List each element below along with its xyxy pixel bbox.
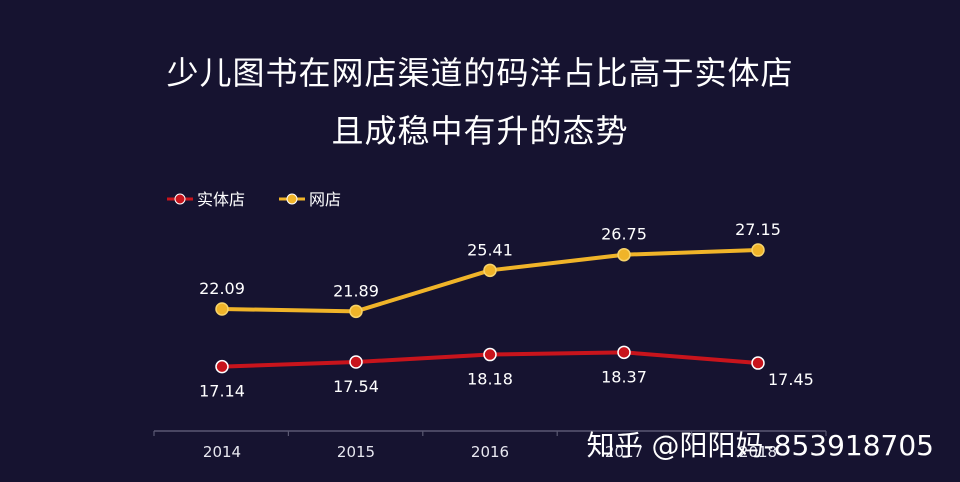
watermark: 知乎 @阳阳妈-853918705 [586,429,934,462]
legend-swatch-marker [174,193,186,205]
series-0-label-2018: 17.45 [768,370,814,389]
legend-label-1: 网店 [309,190,341,209]
series-0-label-2016: 18.18 [467,370,513,389]
series-0-point-2016 [483,347,497,362]
series-1-point-2015 [349,304,363,319]
series-0-point-2015 [349,355,363,369]
series-0-label-2014: 17.14 [199,382,245,401]
chart-title-line-1: 少儿图书在网店渠道的码洋占比高于实体店 [166,54,794,92]
series-1-point-2016 [483,263,497,278]
series-0-point-2017 [617,345,631,360]
x-tick-label-2018: 2018 [739,443,777,461]
series-1-label-2014: 22.09 [199,279,245,298]
series-0-label-2017: 18.37 [601,367,647,386]
series-1-label-2017: 26.75 [601,225,647,244]
series-0-point-2014 [215,359,229,374]
x-tick-label-2016: 2016 [471,443,509,461]
series-0-point-2018 [751,356,765,370]
series-1-point-2017 [617,247,631,262]
series-1-point-2018 [751,243,765,257]
x-tick-label-2014: 2014 [203,443,241,461]
x-tick-label-2015: 2015 [337,443,375,461]
x-tick-label-2017: 2017 [605,443,643,461]
legend-swatch-marker [286,193,298,205]
series-1-label-2016: 25.41 [467,240,513,259]
chart-title-line-2: 且成稳中有升的态势 [331,112,629,150]
series-1-label-2018: 27.15 [735,220,781,239]
series-1-label-2015: 21.89 [333,281,379,300]
series-0-label-2015: 17.54 [333,377,379,396]
series-1-point-2014 [215,302,229,316]
legend-label-0: 实体店 [197,190,245,209]
